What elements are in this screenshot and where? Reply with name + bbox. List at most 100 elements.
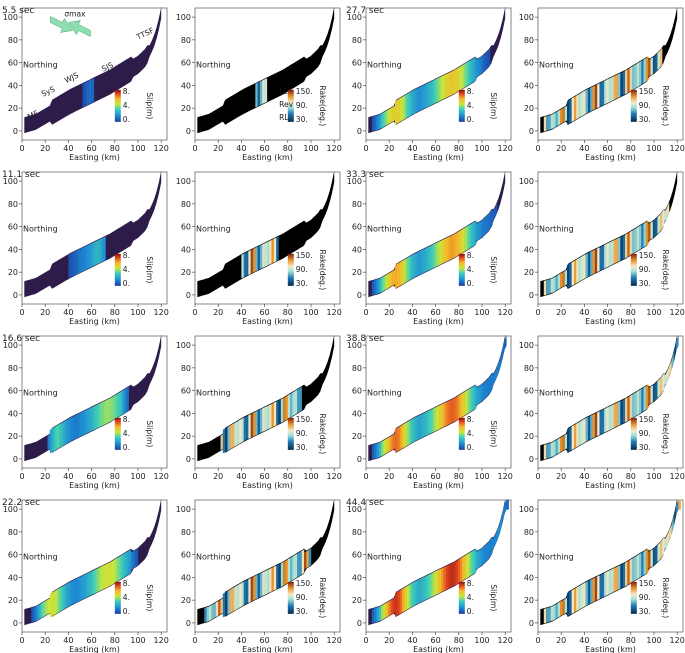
colorbar-tick-label: 4. bbox=[123, 593, 130, 602]
y-tick-label: 60 bbox=[8, 223, 18, 232]
x-tick-label: 0 bbox=[19, 636, 24, 645]
y-tick-label: 0 bbox=[13, 619, 18, 628]
rupture-patch bbox=[250, 576, 254, 602]
rupture-patch bbox=[571, 424, 575, 451]
rupture-patch bbox=[42, 601, 46, 617]
rupture-patch bbox=[299, 550, 302, 576]
x-tick-label: 100 bbox=[646, 308, 661, 317]
rake-colorbar bbox=[630, 417, 637, 450]
rupture-patch bbox=[490, 372, 493, 393]
rupture-patch bbox=[297, 552, 300, 578]
y-tick-label: 40 bbox=[524, 409, 534, 418]
rupture-patch bbox=[606, 242, 609, 268]
rupture-patch bbox=[441, 567, 444, 593]
rupture-patch bbox=[121, 553, 125, 579]
rupture-patch bbox=[232, 422, 235, 448]
rupture-patch bbox=[625, 233, 628, 259]
rupture-patch bbox=[271, 238, 275, 264]
rupture-patch bbox=[636, 554, 640, 580]
y-tick-label: 20 bbox=[352, 268, 362, 277]
rupture-patch bbox=[585, 580, 589, 606]
rupture-patch bbox=[427, 574, 431, 599]
rupture-patch bbox=[497, 524, 500, 541]
rupture-patch bbox=[650, 221, 654, 240]
rupture-patch bbox=[457, 394, 461, 420]
rupture-patch bbox=[643, 386, 647, 412]
rupture-patch bbox=[499, 351, 502, 371]
rupture-patch bbox=[678, 499, 681, 510]
rupture-patch bbox=[248, 578, 251, 603]
rupture-patch bbox=[478, 549, 482, 568]
y-tick-label: 40 bbox=[181, 81, 191, 90]
rupture-patch bbox=[385, 601, 389, 618]
colorbar-tick-label: 8. bbox=[467, 579, 474, 588]
rupture-patch bbox=[404, 258, 407, 284]
rupture-patch bbox=[492, 371, 495, 386]
rupture-patch bbox=[546, 279, 549, 295]
x-tick-label: 40 bbox=[63, 308, 73, 317]
y-tick-label: 100 bbox=[176, 505, 191, 514]
colorbar-tick-label: 30. bbox=[296, 443, 308, 452]
rake-map-panel: 0 20 40 60 80 100 120 0 20 40 60 80 100 Easting (km) N… bbox=[519, 6, 685, 162]
y-tick-label: 40 bbox=[352, 573, 362, 582]
y-axis-label: Northing bbox=[23, 224, 58, 233]
rupture-patch bbox=[227, 589, 231, 615]
x-tick-label: 120 bbox=[327, 308, 342, 317]
rupture-patch bbox=[89, 243, 92, 269]
rupture-patch bbox=[590, 250, 593, 276]
rupture-patch bbox=[643, 550, 647, 576]
rupture-patch bbox=[473, 548, 477, 574]
rupture-patch bbox=[439, 568, 442, 594]
rupture-patch bbox=[208, 605, 212, 622]
rupture-patch bbox=[471, 222, 475, 248]
rupture-patch bbox=[234, 585, 237, 611]
rupture-patch bbox=[47, 434, 51, 451]
colorbar-tick-label: 90. bbox=[296, 593, 308, 602]
x-tick-label: 40 bbox=[579, 308, 589, 317]
y-tick-label: 100 bbox=[176, 341, 191, 350]
x-tick-label: 80 bbox=[454, 636, 464, 645]
rupture-patch bbox=[650, 57, 654, 76]
rupture-patch bbox=[599, 574, 603, 599]
y-tick-label: 80 bbox=[524, 36, 534, 45]
colorbar-tick-label: 90. bbox=[296, 429, 308, 438]
x-tick-label: 0 bbox=[19, 472, 24, 481]
rupture-patch bbox=[422, 248, 426, 274]
x-tick-label: 100 bbox=[474, 636, 489, 645]
rupture-patch bbox=[645, 548, 649, 574]
x-tick-label: 0 bbox=[192, 144, 197, 153]
rupture-patch bbox=[638, 60, 642, 86]
rupture-patch bbox=[567, 263, 570, 289]
rake-colorbar bbox=[287, 89, 294, 122]
rupture-patch bbox=[543, 608, 547, 624]
colorbar-title: Rake(deg.) bbox=[661, 577, 670, 618]
colorbar-tick-label: 0. bbox=[467, 279, 474, 288]
rupture-patch bbox=[585, 88, 589, 114]
x-tick-label: 80 bbox=[110, 144, 120, 153]
colorbar-tick-label: 150. bbox=[639, 87, 656, 96]
x-tick-label: 60 bbox=[260, 144, 270, 153]
y-axis-label: Northing bbox=[23, 388, 58, 397]
rupture-patch bbox=[404, 422, 407, 448]
colorbar-tick-label: 4. bbox=[123, 101, 130, 110]
rupture-patch bbox=[84, 245, 88, 271]
rupture-patch bbox=[75, 250, 78, 275]
rupture-patch bbox=[620, 71, 623, 97]
rupture-patch bbox=[49, 592, 53, 618]
rupture-patch bbox=[492, 535, 495, 550]
rupture-patch bbox=[604, 571, 607, 597]
rupture-patch bbox=[381, 112, 384, 129]
rupture-patch bbox=[91, 242, 95, 267]
rupture-patch bbox=[483, 53, 486, 73]
rupture-patch bbox=[569, 262, 572, 288]
rupture-patch bbox=[480, 383, 484, 403]
colorbar-tick-label: 90. bbox=[296, 265, 308, 274]
rupture-patch bbox=[218, 599, 221, 616]
rupture-patch bbox=[395, 427, 398, 453]
rupture-patch bbox=[388, 272, 391, 289]
rupture-patch bbox=[121, 389, 125, 415]
colorbar-title: Slip(m) bbox=[489, 420, 498, 447]
rupture-patch bbox=[620, 399, 623, 425]
rupture-patch bbox=[469, 551, 472, 577]
rupture-patch bbox=[553, 112, 556, 129]
